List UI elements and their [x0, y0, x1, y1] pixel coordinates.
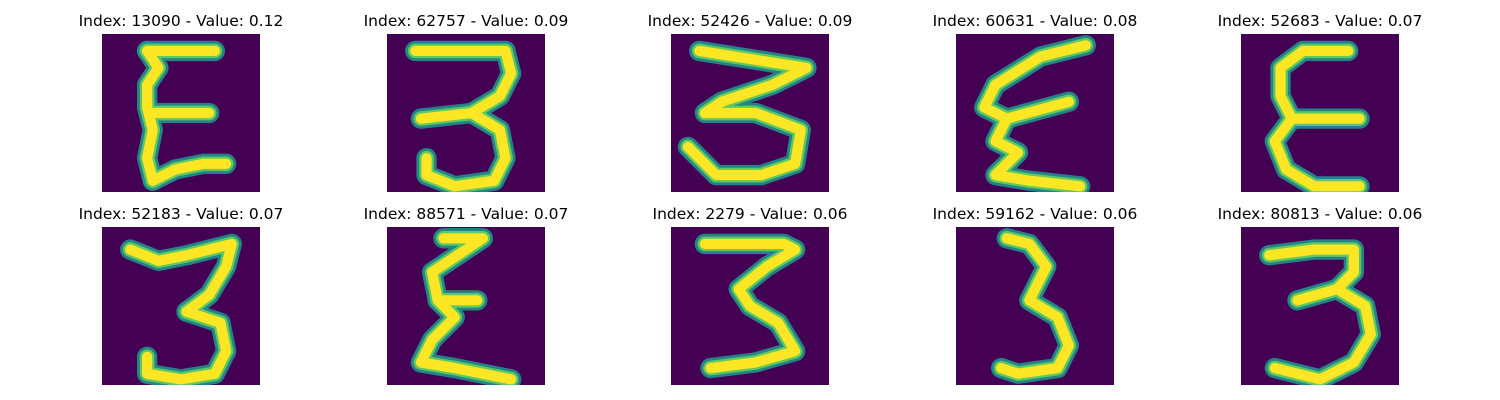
digit-3-icon	[102, 227, 260, 385]
digit-3-icon	[1241, 227, 1399, 385]
image-panel: Index: 2279 - Value: 0.06	[653, 205, 847, 385]
digit-3-mirrored-icon	[1241, 34, 1399, 192]
panel-title: Index: 52183 - Value: 0.07	[78, 205, 284, 223]
digit-3-mirrored-icon	[102, 34, 260, 192]
image-panel: Index: 59162 - Value: 0.06	[933, 205, 1137, 385]
panel-title: Index: 52426 - Value: 0.09	[647, 12, 853, 30]
panel-title: Index: 80813 - Value: 0.06	[1217, 205, 1423, 223]
image-panel: Index: 52426 - Value: 0.09	[648, 12, 852, 192]
digit-3-icon	[671, 227, 829, 385]
image-panel: Index: 60631 - Value: 0.08	[933, 12, 1137, 192]
digit-3-mirrored-icon	[956, 34, 1114, 192]
panel-title: Index: 62757 - Value: 0.09	[363, 12, 569, 30]
digit-3-mirrored-icon	[387, 227, 545, 385]
image-panel: Index: 13090 - Value: 0.12	[79, 12, 283, 192]
image-panel: Index: 52183 - Value: 0.07	[79, 205, 283, 385]
image-panel: Index: 62757 - Value: 0.09	[364, 12, 568, 192]
panel-title: Index: 2279 - Value: 0.06	[652, 205, 848, 223]
image-panel: Index: 80813 - Value: 0.06	[1218, 205, 1422, 385]
panel-title: Index: 88571 - Value: 0.07	[363, 205, 569, 223]
panel-title: Index: 60631 - Value: 0.08	[932, 12, 1138, 30]
digit-3-icon	[387, 34, 545, 192]
panel-title: Index: 52683 - Value: 0.07	[1217, 12, 1423, 30]
image-panel: Index: 88571 - Value: 0.07	[364, 205, 568, 385]
panel-title: Index: 13090 - Value: 0.12	[78, 12, 284, 30]
digit-3-icon	[671, 34, 829, 192]
image-panel: Index: 52683 - Value: 0.07	[1218, 12, 1422, 192]
panel-title: Index: 59162 - Value: 0.06	[932, 205, 1138, 223]
digit-3-icon	[956, 227, 1114, 385]
